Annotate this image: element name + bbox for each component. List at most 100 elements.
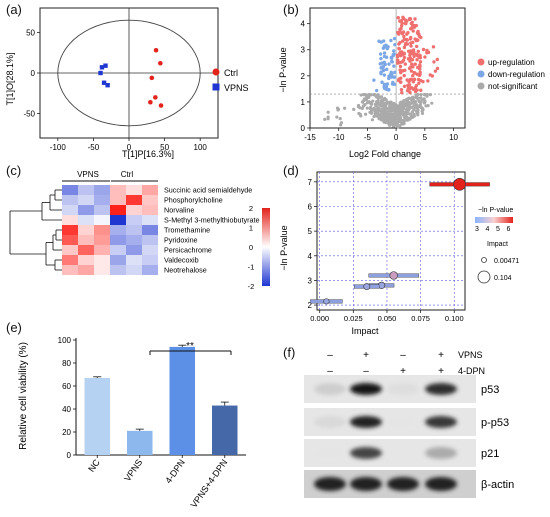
b-point-up xyxy=(435,66,440,71)
western-blot-svg: – + – + VPNS – – + +4-DPN p53 p-p53 p21 β-actin xyxy=(304,350,514,498)
c-heat-cell xyxy=(126,225,142,235)
b-point-down xyxy=(392,82,397,87)
b-xtick-label: -10 xyxy=(333,133,345,142)
b-point-ns xyxy=(413,103,418,107)
d-ytick-label: 6 xyxy=(308,203,313,212)
b-point-up xyxy=(408,90,412,95)
f-condition-mark: + xyxy=(438,350,444,361)
b-point-ns xyxy=(370,118,374,122)
b-point-ns xyxy=(402,122,406,126)
c-scale-tick: -1 xyxy=(248,263,255,272)
b-point-ns xyxy=(390,121,394,126)
b-point-down xyxy=(377,39,381,43)
b-point-ns xyxy=(369,93,373,97)
b-point-up xyxy=(408,78,412,82)
b-legend: up-regulation down-regulation not-signif… xyxy=(477,58,545,91)
c-heat-cell xyxy=(94,235,110,245)
c-heat-cell xyxy=(94,215,110,225)
f-band-label: p-p53 xyxy=(481,417,509,429)
b-ytick-label: 1 xyxy=(301,98,306,107)
c-group-vpns: VPNS xyxy=(77,170,99,179)
b-point-up xyxy=(399,24,404,28)
e-bar xyxy=(212,405,238,455)
b-point-ns xyxy=(422,101,426,105)
b-point-ns xyxy=(388,123,392,127)
f-condition-label: VPNS xyxy=(458,350,483,360)
b-point-ns xyxy=(365,106,369,110)
b-point-down xyxy=(381,39,386,43)
b-point-down xyxy=(380,80,384,84)
b-point-up xyxy=(409,69,414,73)
b-point-ns xyxy=(352,107,356,111)
e-category-label: VPNS+4-DPN xyxy=(189,457,230,509)
b-xtick-label: 10 xyxy=(449,133,458,142)
a-confidence-ellipse xyxy=(57,19,201,127)
legend-vpns-label: VPNS xyxy=(224,83,249,93)
b-point-ns xyxy=(382,98,386,102)
b-point-up xyxy=(410,20,414,25)
f-condition-mark: – xyxy=(327,350,333,361)
b-point-ns xyxy=(401,113,405,117)
c-heat-cell xyxy=(78,215,94,225)
f-band xyxy=(425,383,457,395)
b-point-down xyxy=(382,51,387,55)
b-point-ns xyxy=(384,106,388,110)
b-ytick-label: 3 xyxy=(301,46,306,55)
b-point-ns xyxy=(410,98,414,103)
b-point-ns xyxy=(335,115,339,119)
b-point-ns xyxy=(420,111,425,116)
b-point-ns xyxy=(405,115,409,119)
c-heat-cell xyxy=(110,265,126,275)
d-colorbar xyxy=(475,217,513,223)
a-xtick-label: 100 xyxy=(194,143,208,152)
b-point-up xyxy=(411,80,416,84)
a-ytick-label: 50 xyxy=(26,28,35,37)
b-point-ns xyxy=(417,96,421,100)
b-point-ns xyxy=(430,101,434,105)
b-point-up xyxy=(411,29,415,33)
b-point-down xyxy=(382,82,387,86)
d-xtick-label: 0.025 xyxy=(344,314,363,323)
d-ytick-label: 5 xyxy=(308,227,313,236)
b-point-down xyxy=(384,45,388,49)
c-row-label: Pyridoxine xyxy=(164,236,198,245)
b-point-down xyxy=(378,52,383,56)
c-heat-cell xyxy=(142,265,158,275)
b-point-down xyxy=(390,60,394,64)
c-heat-cell xyxy=(110,255,126,265)
e-ytick-label: 80 xyxy=(62,359,71,368)
e-category-label: 4-DPN xyxy=(163,457,187,485)
c-heat-cell xyxy=(110,215,126,225)
b-point-up xyxy=(413,37,417,41)
b-point-ns xyxy=(385,117,389,121)
b-point-up xyxy=(402,51,406,55)
a-ytick-label: 0 xyxy=(31,69,36,78)
b-point-up xyxy=(432,60,436,64)
b-point-down xyxy=(393,42,397,47)
legend-down-marker xyxy=(477,70,485,78)
d-impact-small-marker xyxy=(481,257,487,263)
panel-label-e: (e) xyxy=(6,320,22,335)
c-heat-cell xyxy=(78,225,94,235)
b-point-up xyxy=(402,55,407,60)
legend-vpns-marker xyxy=(212,83,220,91)
b-point-ns xyxy=(422,97,426,101)
c-row-label: Succinic acid semialdehyde xyxy=(164,186,252,195)
c-heat-cell xyxy=(110,225,126,235)
b-point-up xyxy=(400,91,404,95)
b-point-ns xyxy=(326,110,330,114)
c-heat-cell xyxy=(142,195,158,205)
b-point-up xyxy=(399,70,403,75)
b-point-ns xyxy=(413,99,418,104)
b-xtick-label: 5 xyxy=(423,133,428,142)
b-point-down xyxy=(389,38,393,43)
e-category-label: VPNS xyxy=(122,457,144,483)
b-point-ns xyxy=(419,93,423,97)
b-point-down xyxy=(374,88,379,93)
f-band xyxy=(350,416,382,428)
a-point-vpns xyxy=(103,63,108,68)
d-point xyxy=(363,283,371,291)
e-bar xyxy=(169,346,195,455)
b-point-ns xyxy=(385,120,389,124)
c-row-label: Valdecoxib xyxy=(164,256,199,265)
